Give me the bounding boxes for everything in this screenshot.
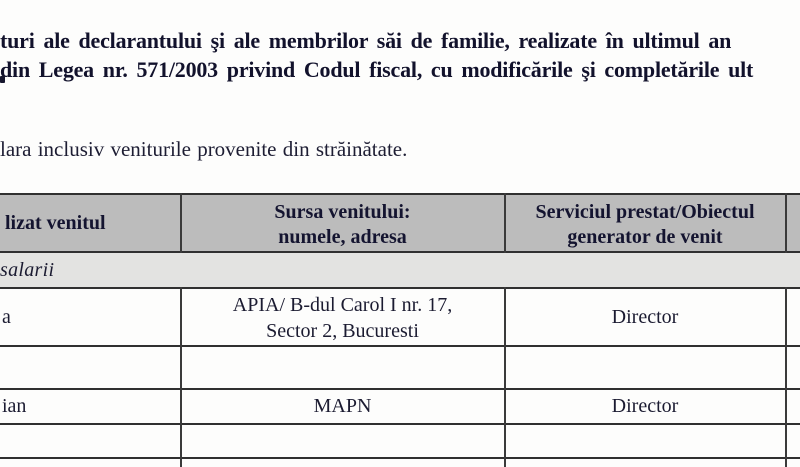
heading: turi ale declarantului şi ale membrilor … xyxy=(0,26,800,84)
header-cell-beneficiary: lizat venitul xyxy=(5,211,106,234)
column-border xyxy=(180,193,182,253)
section-row-background xyxy=(0,253,800,287)
cell-service: Director xyxy=(611,305,679,328)
column-border xyxy=(785,193,787,253)
table-top-border xyxy=(0,193,800,195)
heading-line-1: turi ale declarantului şi ale membrilor … xyxy=(0,28,732,53)
income-table: lizat venitul Sursa venitului: numele, a… xyxy=(0,193,800,467)
header-cell-source: Sursa venitului: numele, adresa xyxy=(274,201,411,248)
column-border xyxy=(504,287,506,467)
cell-source: APIA/ B-dul Carol I nr. 17, Sector 2, Bu… xyxy=(232,294,453,342)
clipped-character-fragment xyxy=(0,76,5,83)
note-line: lara inclusiv veniturile provenite din s… xyxy=(0,137,408,161)
row-border xyxy=(0,423,800,425)
column-border xyxy=(785,287,787,467)
row-border xyxy=(0,287,800,289)
column-border xyxy=(504,193,506,253)
row-border xyxy=(0,345,800,347)
section-label: salarii xyxy=(0,258,55,281)
column-border xyxy=(180,287,182,467)
row-border xyxy=(0,251,800,253)
row-border xyxy=(0,388,800,390)
cell-service: Director xyxy=(611,395,679,417)
cell-beneficiary: a xyxy=(2,305,11,328)
row-border xyxy=(0,457,800,459)
table-header-background xyxy=(0,193,800,253)
cell-source: MAPN xyxy=(313,395,372,417)
header-cell-service: Serviciul prestat/Obiectul generator de … xyxy=(535,201,755,248)
heading-line-2: din Legea nr. 571/2003 privind Codul fis… xyxy=(0,57,754,82)
cell-beneficiary: ian xyxy=(2,395,27,417)
